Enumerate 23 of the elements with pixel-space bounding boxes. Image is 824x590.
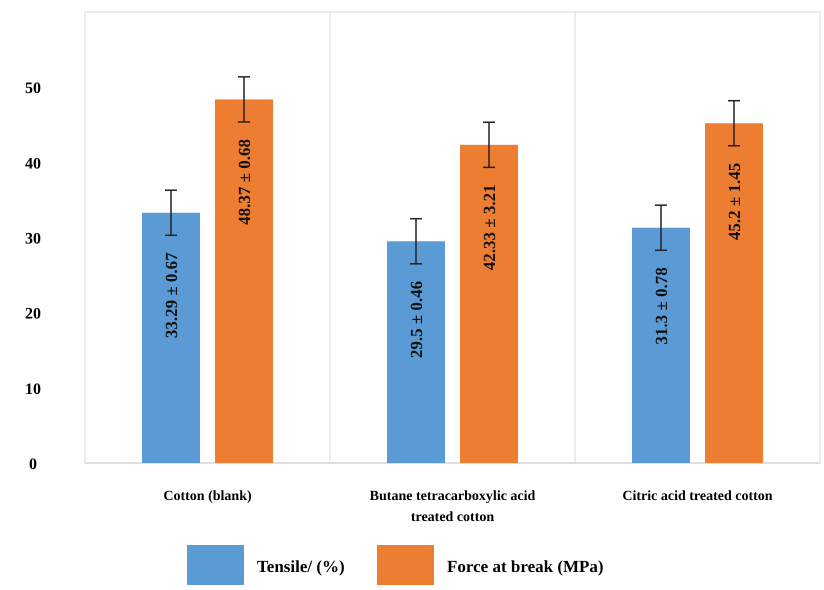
x-tick-label: Cotton (blank) bbox=[163, 489, 252, 504]
legend-label: Tensile/ (%) bbox=[257, 557, 345, 576]
bar bbox=[632, 228, 690, 463]
data-label: 29.5 ± 0.46 bbox=[407, 280, 426, 358]
y-tick-label: 10 bbox=[25, 380, 41, 398]
y-tick-label: 0 bbox=[29, 456, 37, 473]
bar bbox=[142, 212, 200, 463]
data-label: 31.3 ± 0.78 bbox=[652, 267, 671, 345]
bar bbox=[460, 144, 518, 463]
data-label: 42.33 ± 3.21 bbox=[480, 184, 499, 270]
legend-label: Force at break (MPa) bbox=[447, 557, 604, 576]
y-tick-label: 20 bbox=[25, 306, 41, 323]
bar bbox=[215, 99, 273, 463]
x-tick-label: Citric acid treated cotton bbox=[622, 489, 773, 504]
bar bbox=[705, 123, 763, 463]
data-label: 33.29 ± 0.67 bbox=[162, 252, 181, 338]
y-tick-label: 30 bbox=[25, 230, 41, 248]
data-label: 48.37 ± 0.68 bbox=[235, 138, 254, 225]
y-tick-label: 40 bbox=[25, 155, 41, 172]
bar bbox=[387, 241, 445, 463]
y-tick-label: 50 bbox=[25, 80, 41, 98]
x-tick-label: Butane tetracarboxylic acid treated cotton bbox=[370, 489, 536, 525]
data-label: 45.2 ± 1.45 bbox=[725, 162, 744, 240]
